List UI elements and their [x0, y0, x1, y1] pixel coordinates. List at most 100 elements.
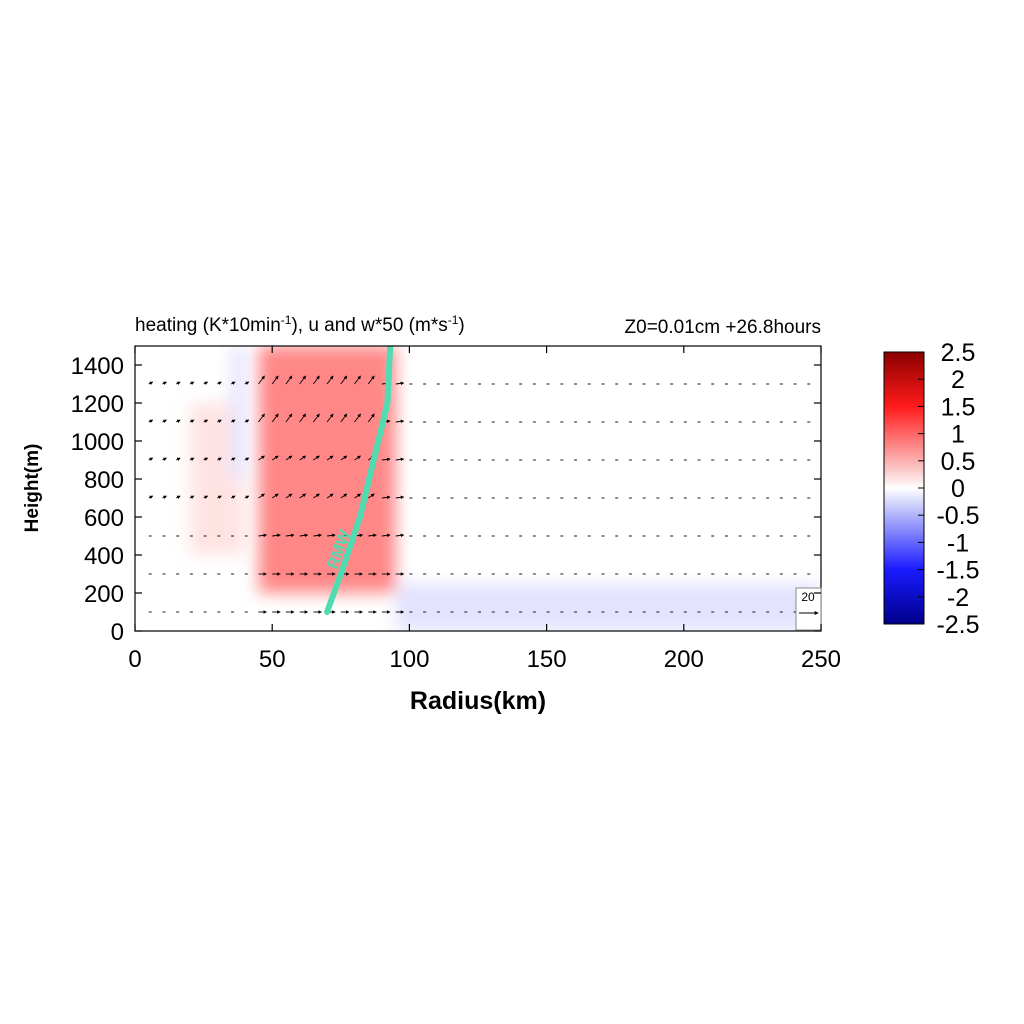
y-tick-label: 600: [84, 505, 124, 532]
wind-vector: [203, 381, 209, 385]
colorbar-tick-label: -0.5: [936, 502, 979, 530]
wind-vector: [189, 457, 195, 461]
wind-vector: [230, 495, 236, 499]
chart-title-right: Z0=0.01cm +26.8hours: [625, 317, 821, 338]
wind-vector: [175, 419, 181, 423]
wind-vector: [285, 413, 293, 423]
heating-region-3: [231, 346, 245, 479]
wind-vector: [354, 413, 361, 423]
wind-vector: [367, 413, 375, 423]
wind-vector: [313, 533, 322, 538]
y-tick-label: 1200: [71, 391, 124, 418]
wind-vector: [326, 455, 334, 461]
wind-vector: [230, 457, 236, 461]
colorbar-tick-label: 1: [951, 421, 965, 449]
chart-title-left: heating (K*10min-1), u and w*50 (m*s-1): [135, 313, 465, 336]
wind-vector: [313, 455, 320, 461]
wind-vector: [395, 419, 405, 424]
plot-frame: [134, 345, 822, 632]
wind-vector: [189, 381, 195, 385]
wind-vector: [354, 375, 361, 385]
wind-vector: [326, 375, 334, 385]
heating-field: RMW: [148, 346, 821, 631]
heating-region-2: [395, 583, 821, 631]
wind-vector: [354, 493, 362, 499]
colorbar-tick-label: -2: [947, 584, 969, 612]
wind-vector: [340, 493, 348, 499]
wind-vector: [285, 493, 293, 499]
wind-vector: [162, 419, 167, 423]
wind-vector: [217, 457, 222, 461]
wind-vector: [203, 495, 209, 499]
wind-vector: [148, 419, 154, 423]
wind-vector: [162, 381, 167, 385]
y-tick-label: 0: [111, 619, 124, 646]
wind-vector: [395, 495, 405, 500]
wind-vector: [258, 493, 265, 499]
wind-vector: [230, 419, 236, 423]
colorbar: [883, 351, 925, 625]
wind-vector: [258, 413, 265, 423]
wind-vector: [271, 493, 279, 499]
wind-vector: [148, 457, 154, 461]
y-tick-label: 1400: [71, 353, 124, 380]
wind-vector: [299, 413, 307, 423]
y-tick-label: 200: [84, 581, 124, 608]
y-tick-label: 400: [84, 543, 124, 570]
wind-vector: [381, 533, 391, 538]
wind-vector: [285, 455, 293, 461]
wind-vector: [217, 381, 222, 385]
wind-vector: [258, 375, 265, 385]
x-tick-label: 100: [389, 646, 429, 673]
wind-vector: [217, 495, 222, 499]
wind-vector: [175, 495, 181, 499]
wind-vector: [340, 533, 350, 538]
wind-vector: [175, 457, 181, 461]
x-tick-label: 250: [801, 646, 841, 673]
y-axis-label: Height(m): [22, 444, 43, 533]
colorbar-tick-label: 0.5: [941, 448, 976, 476]
wind-vector: [367, 493, 375, 499]
wind-vector: [368, 533, 377, 538]
wind-vector: [203, 419, 209, 423]
wind-vector: [327, 533, 336, 538]
wind-vector: [258, 455, 265, 461]
y-tick-label: 1000: [71, 429, 124, 456]
wind-vector: [148, 495, 154, 499]
wind-vector: [244, 457, 250, 461]
colorbar-tick-label: -1: [947, 529, 969, 557]
wind-vector: [189, 419, 195, 423]
x-tick-label: 150: [527, 646, 567, 673]
wind-vector: [271, 375, 279, 385]
wind-vector: [175, 381, 181, 385]
wind-vector: [299, 455, 307, 461]
wind-vector: [162, 457, 167, 461]
wind-vector: [354, 455, 362, 461]
wind-vector: [271, 413, 279, 423]
wind-vector: [271, 455, 279, 461]
wind-vector: [148, 381, 154, 385]
wind-vector: [299, 375, 307, 385]
wind-vector: [203, 457, 209, 461]
wind-vector: [381, 457, 391, 462]
wind-vector: [326, 413, 334, 423]
wind-vector: [244, 419, 250, 423]
colorbar-tick-label: -2.5: [936, 611, 979, 639]
reference-vector-label: 20: [801, 590, 815, 604]
wind-vector: [367, 375, 375, 385]
wind-vector: [162, 495, 167, 499]
colorbar-tick-label: 0: [951, 475, 965, 503]
wind-vector: [230, 381, 236, 385]
wind-vector: [285, 533, 295, 538]
wind-vector: [381, 495, 391, 500]
wind-vector: [217, 419, 222, 423]
colorbar-ticks: 2.521.510.50-0.5-1-1.5-2-2.5: [918, 339, 980, 639]
wind-vector: [395, 533, 405, 538]
x-tick-label: 200: [664, 646, 704, 673]
wind-vector: [312, 375, 320, 385]
wind-vector: [313, 493, 320, 499]
rmw-polyline: [324, 346, 394, 615]
wind-vector: [258, 533, 268, 538]
y-tick-label: 800: [84, 467, 124, 494]
x-tick-label: 0: [128, 646, 141, 673]
